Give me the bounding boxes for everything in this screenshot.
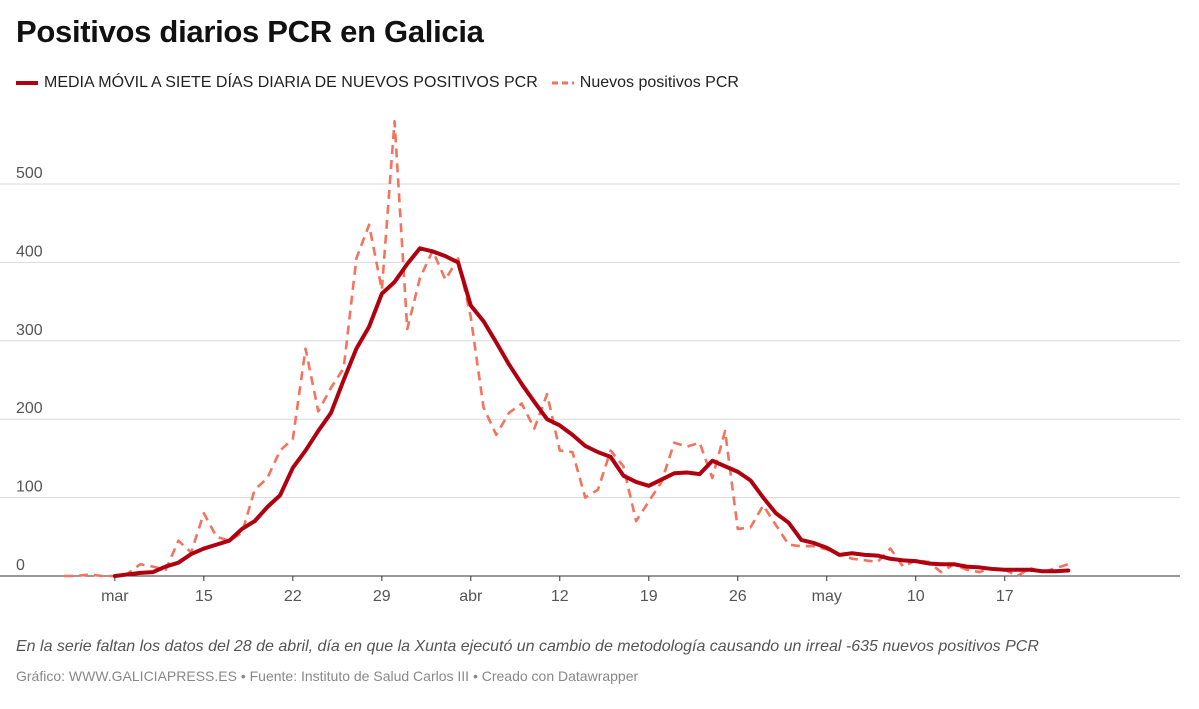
legend-dashed-line-icon	[551, 81, 574, 85]
legend-item-daily: Nuevos positivos PCR	[551, 74, 739, 92]
line-chart: 0 100 200 300 400 500 mar 15 22 29 abr 12 19 26 may 10 1…	[0, 119, 1180, 605]
chart-footer: Gráfico: WWW.GALICIAPRESS.ES • Fuente: I…	[16, 668, 639, 684]
legend: MEDIA MÓVIL A SIETE DÍAS DIARIA DE NUEVO…	[16, 74, 753, 92]
x-tick-label: 10	[907, 588, 925, 605]
y-tick-label: 0	[16, 557, 25, 574]
x-tick-label: 26	[729, 588, 747, 605]
legend-label-daily: Nuevos positivos PCR	[579, 74, 739, 91]
x-tick-label: abr	[459, 588, 483, 605]
legend-item-moving-average: MEDIA MÓVIL A SIETE DÍAS DIARIA DE NUEVO…	[16, 74, 538, 92]
x-tick-label: mar	[101, 588, 129, 605]
y-tick-label: 300	[16, 322, 43, 339]
legend-solid-line-icon	[16, 81, 38, 85]
x-tick-label: 15	[195, 588, 213, 605]
y-tick-label: 200	[16, 400, 43, 417]
y-tick-label: 500	[16, 165, 43, 182]
x-tick-label: 12	[551, 588, 569, 605]
series-line-moving-average	[112, 246, 1071, 578]
y-tick-label: 100	[16, 479, 43, 496]
legend-label-moving-average: MEDIA MÓVIL A SIETE DÍAS DIARIA DE NUEVO…	[44, 74, 538, 91]
x-tick-label: 17	[996, 588, 1014, 605]
x-tick-label: 22	[284, 588, 302, 605]
chart-title: Positivos diarios PCR en Galicia	[16, 14, 484, 49]
chart-note: En la serie faltan los datos del 28 de a…	[16, 638, 1039, 655]
x-tick-label: may	[812, 588, 842, 605]
series-line-daily	[64, 119, 1069, 578]
y-tick-label: 400	[16, 243, 43, 260]
x-tick-label: 29	[373, 588, 391, 605]
x-tick-label: 19	[640, 588, 658, 605]
